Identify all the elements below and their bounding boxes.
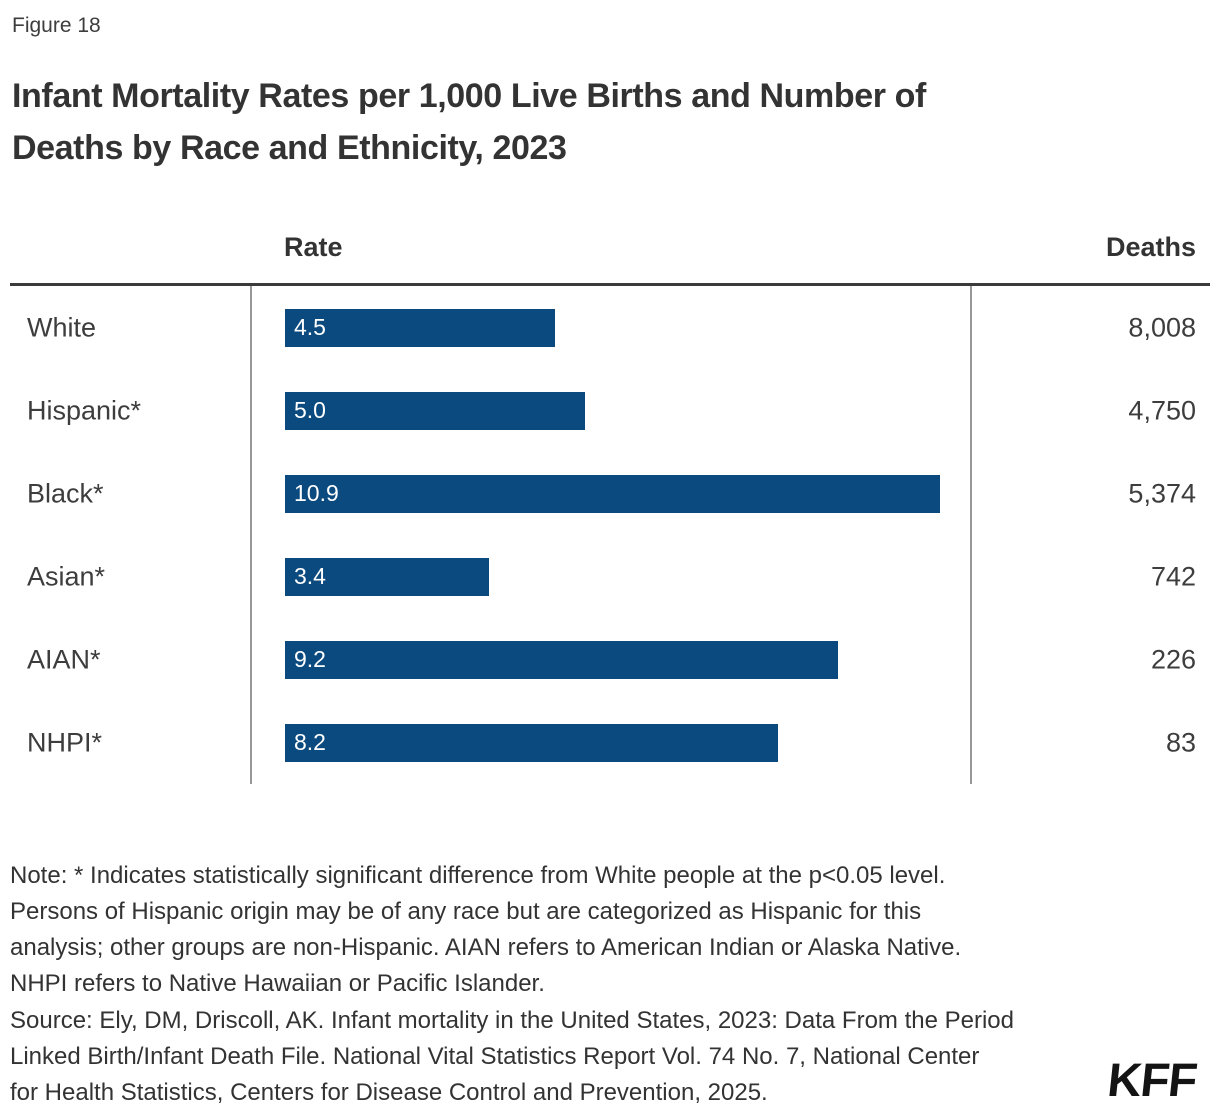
deaths-value: 226 (1150, 644, 1196, 674)
category-label: Asian* (27, 561, 106, 591)
rate-value-label: 8.2 (294, 729, 326, 755)
table-row: White 4.5 8,008 (0, 286, 1220, 369)
source-line: Linked Birth/Infant Death File. National… (10, 1043, 980, 1070)
column-headers: Rate Deaths (0, 232, 1220, 266)
table-row: Hispanic* 5.0 4,750 (0, 369, 1220, 452)
rate-bar: 5.0 (285, 391, 585, 430)
deaths-value: 83 (1165, 727, 1196, 757)
rate-value-label: 3.4 (294, 563, 326, 589)
category-label: Hispanic* (27, 395, 142, 425)
deaths-column-header: Deaths (1105, 232, 1196, 262)
right-axis-line (970, 286, 972, 784)
source-line: for Health Statistics, Centers for Disea… (10, 1079, 768, 1106)
header-divider-line (10, 283, 1210, 286)
rate-column-header: Rate (284, 232, 343, 262)
rate-value-label: 4.5 (294, 314, 326, 340)
category-label: White (27, 312, 97, 342)
table-row: NHPI* 8.2 83 (0, 701, 1220, 784)
rate-value-label: 9.2 (294, 646, 326, 672)
table-row: Asian* 3.4 742 (0, 535, 1220, 618)
table-row: AIAN* 9.2 226 (0, 618, 1220, 701)
figure-number: Figure 18 (12, 14, 101, 37)
source-line: Source: Ely, DM, Driscoll, AK. Infant mo… (10, 1007, 1014, 1034)
chart-title-line-2: Deaths by Race and Ethnicity, 2023 (12, 129, 567, 167)
rate-bar: 4.5 (285, 308, 555, 347)
deaths-value: 4,750 (1128, 395, 1196, 425)
rate-bar: 3.4 (285, 557, 489, 596)
deaths-value: 8,008 (1128, 312, 1196, 342)
rate-value-label: 10.9 (294, 480, 339, 506)
note-text: Note: * Indicates statistically signific… (10, 858, 961, 1002)
rate-bar: 8.2 (285, 723, 778, 762)
chart-title-line-1: Infant Mortality Rates per 1,000 Live Bi… (12, 77, 926, 115)
rate-bar: 10.9 (285, 474, 940, 513)
note-line: Note: * Indicates statistically signific… (10, 862, 946, 889)
category-label: NHPI* (27, 727, 103, 757)
kff-logo: KFF (1104, 1053, 1199, 1106)
note-line: Persons of Hispanic origin may be of any… (10, 898, 922, 925)
deaths-value: 742 (1150, 561, 1196, 591)
rate-value-label: 5.0 (294, 397, 326, 423)
table-row: Black* 10.9 5,374 (0, 452, 1220, 535)
bar-chart: White 4.5 8,008 Hispanic* 5.0 4,750 Black* 10.9… (0, 286, 1220, 784)
category-label: AIAN* (27, 644, 101, 674)
note-line: analysis; other groups are non-Hispanic.… (10, 934, 962, 961)
chart-title: Infant Mortality Rates per 1,000 Live Bi… (12, 70, 926, 174)
source-text: Source: Ely, DM, Driscoll, AK. Infant mo… (10, 1003, 1014, 1111)
category-label: Black* (27, 478, 104, 508)
left-axis-line (250, 286, 252, 784)
rate-bar: 9.2 (285, 640, 838, 679)
deaths-value: 5,374 (1128, 478, 1196, 508)
note-line: NHPI refers to Native Hawaiian or Pacifi… (10, 970, 545, 997)
